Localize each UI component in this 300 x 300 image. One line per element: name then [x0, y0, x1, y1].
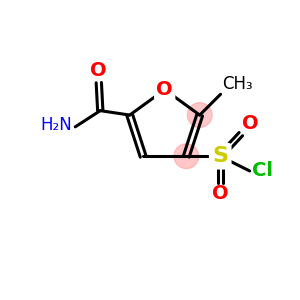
- Text: CH₃: CH₃: [222, 75, 253, 93]
- Text: O: O: [242, 114, 259, 133]
- Text: O: O: [212, 184, 229, 203]
- Circle shape: [174, 144, 199, 169]
- Text: Cl: Cl: [252, 161, 273, 180]
- Text: S: S: [212, 146, 228, 166]
- Text: O: O: [156, 80, 173, 99]
- Text: O: O: [91, 61, 107, 80]
- Text: H₂N: H₂N: [40, 116, 72, 134]
- Circle shape: [188, 103, 212, 128]
